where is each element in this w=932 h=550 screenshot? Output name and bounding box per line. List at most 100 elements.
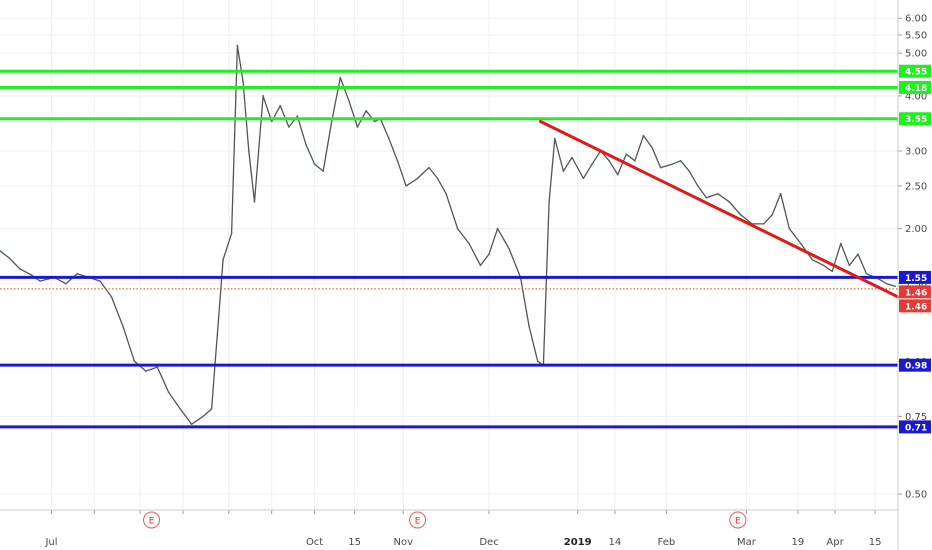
price-point bbox=[7, 256, 10, 259]
x-tick-label: Mar bbox=[737, 537, 757, 548]
price-point bbox=[236, 44, 239, 47]
price-point bbox=[456, 227, 459, 230]
level-label-bg bbox=[899, 112, 931, 126]
price-point bbox=[330, 120, 333, 123]
price-point bbox=[716, 192, 719, 195]
price-point bbox=[279, 104, 282, 107]
earnings-marker-label: E bbox=[735, 517, 741, 527]
price-point bbox=[679, 159, 682, 162]
price-line bbox=[0, 44, 896, 425]
price-point bbox=[696, 185, 699, 187]
price-point bbox=[416, 177, 419, 180]
price-point bbox=[728, 200, 731, 203]
x-tick-label: 15 bbox=[869, 537, 882, 548]
price-point bbox=[388, 137, 390, 140]
price-point bbox=[496, 227, 499, 230]
price-point bbox=[571, 156, 573, 159]
price-point bbox=[365, 109, 367, 112]
earnings-marker-label: E bbox=[149, 517, 155, 527]
horizontal-levels bbox=[0, 69, 898, 429]
level-label: 3.55 bbox=[905, 115, 927, 125]
price-point bbox=[270, 120, 273, 123]
price-point bbox=[848, 264, 851, 267]
price-point bbox=[313, 163, 316, 166]
last-price-label-bg bbox=[899, 285, 931, 299]
level-label: 0.98 bbox=[905, 362, 927, 372]
level-label-bg bbox=[899, 270, 931, 284]
y-tick-label: 0.50 bbox=[905, 490, 927, 501]
level-label-bg bbox=[899, 358, 931, 372]
price-point bbox=[64, 282, 67, 285]
y-tick-label: 3.00 bbox=[905, 146, 927, 157]
price-point bbox=[705, 196, 708, 199]
price-point bbox=[508, 247, 510, 250]
y-tick-label: 4.00 bbox=[905, 91, 927, 102]
price-point bbox=[839, 242, 842, 245]
price-point bbox=[771, 213, 774, 216]
level-label: 1.55 bbox=[905, 274, 927, 284]
price-point bbox=[625, 153, 628, 156]
price-point bbox=[296, 115, 299, 117]
price-point bbox=[145, 370, 147, 372]
x-tick-label: 2019 bbox=[564, 537, 592, 548]
price-point bbox=[885, 282, 888, 285]
price-point bbox=[788, 227, 791, 230]
price-point bbox=[616, 173, 619, 176]
price-point bbox=[436, 177, 439, 180]
y-tick-label: 2.00 bbox=[905, 224, 927, 235]
x-tick-label: 15 bbox=[348, 537, 361, 548]
y-tick-label: 6.00 bbox=[905, 14, 927, 25]
price-point bbox=[30, 274, 33, 276]
price-point bbox=[428, 166, 430, 169]
x-tick-label: Oct bbox=[306, 537, 323, 548]
price-point bbox=[305, 143, 307, 146]
y-tick-label: 2.50 bbox=[905, 181, 927, 192]
price-point bbox=[582, 177, 585, 180]
last-price-label: 1.46 bbox=[905, 302, 927, 312]
earnings-marker-icon bbox=[143, 511, 161, 529]
y-tick-label: 5.00 bbox=[905, 49, 927, 60]
price-point bbox=[179, 408, 182, 410]
price-point bbox=[528, 325, 530, 328]
descending-trend-line bbox=[539, 120, 900, 299]
price-point bbox=[562, 170, 565, 173]
price-point bbox=[348, 99, 350, 102]
price-point bbox=[39, 280, 41, 282]
price-point bbox=[222, 258, 225, 261]
price-point bbox=[894, 285, 896, 288]
price-point bbox=[671, 163, 673, 166]
earnings-marker-label: E bbox=[415, 517, 421, 527]
trend-lines bbox=[539, 120, 900, 299]
grid bbox=[0, 0, 898, 510]
price-point bbox=[642, 134, 645, 137]
price-point bbox=[811, 258, 814, 261]
earnings-marker-icon bbox=[729, 511, 747, 529]
price-series bbox=[0, 44, 896, 426]
level-label-bg bbox=[899, 420, 931, 434]
price-point bbox=[553, 137, 556, 140]
y-tick-label: 0.75 bbox=[905, 412, 927, 423]
price-point bbox=[779, 192, 782, 195]
price-point bbox=[651, 146, 653, 149]
price-point bbox=[799, 242, 802, 245]
price-point bbox=[488, 253, 490, 256]
level-label: 4.18 bbox=[905, 84, 927, 94]
last-price-label-bg bbox=[899, 299, 931, 313]
price-point bbox=[396, 159, 399, 162]
price-point bbox=[762, 223, 765, 225]
price-point bbox=[831, 270, 834, 273]
x-tick-label: Dec bbox=[479, 537, 498, 548]
price-point bbox=[634, 159, 636, 162]
price-point bbox=[0, 250, 1, 252]
price-point bbox=[19, 268, 21, 270]
price-point bbox=[548, 200, 550, 203]
price-point bbox=[287, 126, 290, 128]
price-point bbox=[202, 415, 205, 418]
price-point bbox=[688, 170, 691, 173]
price-point bbox=[608, 159, 611, 162]
x-tick-label: Nov bbox=[393, 537, 413, 548]
y-tick-label: 5.50 bbox=[905, 30, 927, 41]
price-point bbox=[99, 280, 101, 282]
